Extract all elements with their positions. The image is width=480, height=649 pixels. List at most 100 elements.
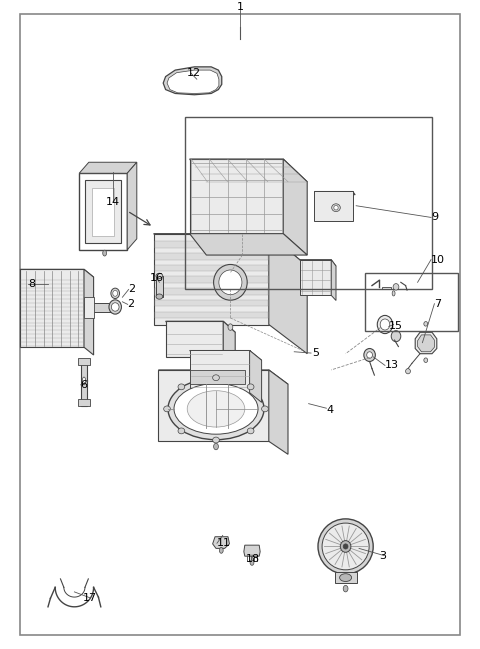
Ellipse shape (247, 428, 254, 434)
Polygon shape (190, 159, 283, 234)
Ellipse shape (164, 406, 170, 412)
Text: 2: 2 (128, 284, 135, 295)
Ellipse shape (424, 358, 428, 362)
Ellipse shape (178, 384, 185, 390)
Polygon shape (163, 67, 222, 95)
Ellipse shape (111, 288, 120, 299)
Polygon shape (335, 572, 357, 583)
Polygon shape (331, 260, 336, 300)
Polygon shape (155, 288, 268, 295)
Polygon shape (158, 370, 288, 384)
Polygon shape (213, 537, 229, 548)
Ellipse shape (393, 284, 399, 290)
Polygon shape (78, 399, 90, 406)
Text: 5: 5 (312, 348, 319, 358)
Ellipse shape (168, 378, 264, 440)
Ellipse shape (340, 541, 351, 552)
Polygon shape (158, 370, 269, 441)
Text: 10: 10 (431, 254, 445, 265)
Polygon shape (166, 321, 223, 357)
Polygon shape (314, 191, 353, 221)
Text: 15: 15 (389, 321, 403, 332)
Ellipse shape (174, 384, 258, 434)
Polygon shape (244, 545, 260, 556)
Polygon shape (20, 269, 94, 277)
Text: 13: 13 (385, 360, 399, 371)
Text: 11: 11 (217, 538, 231, 548)
Ellipse shape (322, 523, 369, 570)
Polygon shape (154, 234, 269, 324)
Polygon shape (20, 269, 84, 347)
Polygon shape (269, 234, 307, 354)
Polygon shape (79, 162, 137, 173)
Ellipse shape (247, 384, 254, 390)
Ellipse shape (318, 519, 373, 574)
Ellipse shape (343, 585, 348, 592)
Ellipse shape (103, 250, 107, 256)
Text: 3: 3 (379, 550, 386, 561)
Polygon shape (283, 159, 307, 255)
Ellipse shape (111, 302, 119, 311)
Ellipse shape (364, 349, 375, 361)
Bar (365, 273, 458, 331)
Polygon shape (190, 350, 262, 360)
Polygon shape (269, 370, 288, 454)
Polygon shape (84, 269, 94, 355)
Polygon shape (190, 159, 307, 182)
Ellipse shape (406, 369, 410, 374)
Ellipse shape (334, 205, 338, 210)
Ellipse shape (391, 331, 401, 341)
Ellipse shape (214, 265, 247, 300)
Text: 9: 9 (431, 212, 438, 223)
Polygon shape (190, 350, 250, 393)
Polygon shape (190, 370, 245, 384)
Ellipse shape (377, 315, 393, 334)
Ellipse shape (113, 290, 118, 296)
Polygon shape (300, 260, 331, 295)
Polygon shape (155, 300, 268, 306)
Polygon shape (84, 303, 115, 312)
Ellipse shape (214, 443, 218, 450)
Polygon shape (167, 70, 219, 93)
Ellipse shape (332, 204, 340, 212)
Polygon shape (127, 162, 137, 250)
Polygon shape (155, 265, 268, 271)
Polygon shape (382, 287, 391, 289)
Ellipse shape (83, 377, 86, 385)
Ellipse shape (228, 324, 233, 330)
Text: 7: 7 (434, 299, 442, 309)
Bar (185, 117, 432, 289)
Text: 8: 8 (28, 279, 35, 289)
Ellipse shape (424, 321, 428, 326)
Polygon shape (81, 362, 87, 406)
Bar (79, 173, 127, 250)
Polygon shape (223, 321, 235, 369)
Text: 4: 4 (326, 405, 334, 415)
Ellipse shape (219, 548, 223, 553)
Ellipse shape (219, 270, 242, 295)
Text: 16: 16 (150, 273, 164, 284)
Ellipse shape (367, 352, 372, 358)
Ellipse shape (343, 544, 348, 549)
Polygon shape (166, 321, 235, 332)
Bar (156, 276, 163, 297)
Ellipse shape (187, 391, 245, 427)
Bar (85, 180, 121, 243)
Polygon shape (84, 297, 94, 318)
Text: 18: 18 (246, 554, 260, 564)
Polygon shape (314, 191, 355, 195)
Polygon shape (190, 234, 307, 255)
Text: 6: 6 (80, 380, 87, 390)
Polygon shape (300, 260, 336, 266)
Bar (92, 188, 114, 236)
Polygon shape (154, 234, 307, 266)
Ellipse shape (380, 319, 390, 330)
Ellipse shape (156, 273, 163, 278)
Text: 17: 17 (83, 593, 97, 603)
Polygon shape (155, 253, 268, 260)
Ellipse shape (213, 375, 219, 380)
Ellipse shape (262, 406, 268, 412)
Polygon shape (155, 241, 268, 248)
Ellipse shape (156, 294, 163, 299)
Ellipse shape (213, 437, 219, 443)
